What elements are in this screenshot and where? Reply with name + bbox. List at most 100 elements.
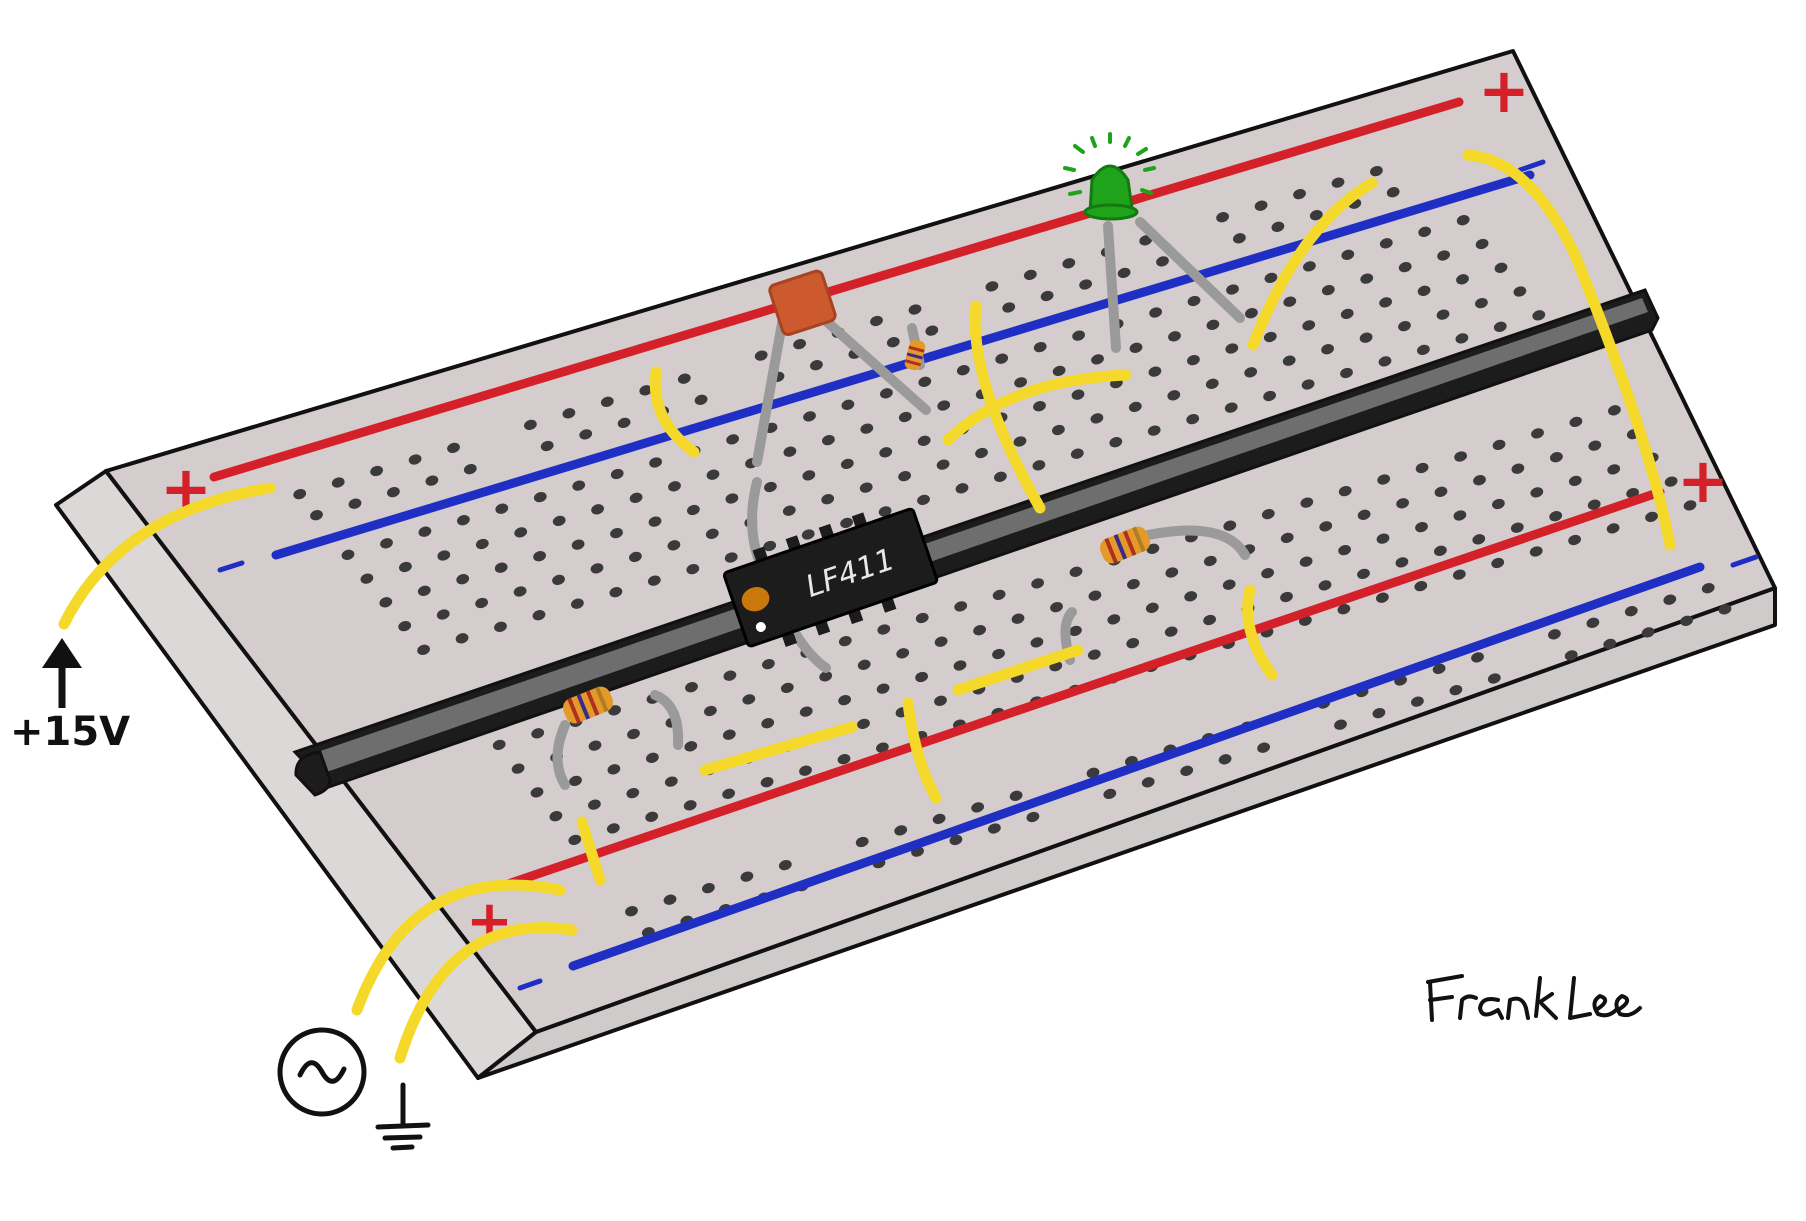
breadboard-hole (531, 728, 545, 739)
breadboard-hole (876, 742, 889, 753)
breadboard-hole (456, 574, 470, 585)
breadboard-hole (1491, 557, 1505, 569)
breadboard-hole (1414, 580, 1428, 592)
breadboard-hole (629, 492, 643, 503)
breadboard-hole (870, 315, 883, 327)
breadboard-hole (1009, 790, 1023, 801)
breadboard-hole (799, 765, 812, 776)
breadboard-hole (1167, 390, 1181, 401)
breadboard-hole (1531, 428, 1544, 439)
breadboard-hole (783, 446, 797, 457)
breadboard-hole (1415, 462, 1429, 474)
breadboard-hole (495, 503, 509, 514)
breadboard-hole (838, 635, 852, 647)
breadboard-hole (1437, 250, 1450, 261)
breadboard-hole (387, 486, 400, 498)
breadboard-hole (1293, 188, 1306, 200)
breadboard-hole (1452, 569, 1466, 580)
breadboard-hole (937, 400, 951, 411)
breadboard-hole (915, 671, 928, 683)
breadboard-hole (705, 528, 719, 539)
breadboard-hole (1549, 511, 1563, 522)
breadboard-hole (802, 470, 816, 481)
breadboard-hole (348, 498, 362, 509)
breadboard-hole (1263, 331, 1277, 343)
breadboard-hole (925, 325, 939, 336)
breadboard-hole (1569, 416, 1583, 428)
breadboard-hole (723, 670, 737, 681)
breadboard-hole (1186, 413, 1200, 425)
breadboard-hole (1263, 390, 1276, 402)
breadboard-hole (511, 763, 525, 774)
breadboard-hole (1225, 343, 1239, 354)
breadboard-hole (1264, 272, 1278, 284)
breadboard-hole (1180, 765, 1194, 776)
breadboard-hole (331, 477, 345, 488)
breadboard-hole (1254, 200, 1268, 211)
breadboard-hole (954, 601, 968, 612)
breadboard-hole (896, 648, 910, 659)
breadboard-hole (1318, 580, 1332, 591)
breadboard-hole (447, 442, 460, 454)
breadboard-hole (1127, 578, 1140, 590)
breadboard-hole (608, 705, 621, 716)
breadboard-hole (1280, 532, 1294, 544)
breadboard-hole (1568, 475, 1582, 487)
breadboard-hole (740, 871, 754, 882)
ac-wire-2 (394, 922, 578, 1064)
breadboard-hole (1303, 261, 1316, 272)
breadboard-hole (1126, 637, 1140, 649)
breadboard-hole (1072, 330, 1085, 341)
breadboard-hole (859, 482, 873, 493)
breadboard-hole (837, 754, 851, 765)
breadboard-hole (973, 625, 986, 636)
breadboard-hole (1487, 673, 1501, 684)
breadboard-hole (1475, 297, 1488, 309)
breadboard-hole (513, 586, 527, 597)
breadboard-hole (1090, 413, 1104, 424)
breadboard-hole (932, 813, 946, 825)
top-left-minus-marker (217, 560, 245, 573)
breadboard-hole (475, 597, 488, 609)
top-negative-rail (271, 170, 1535, 560)
breadboard-hole (1475, 238, 1489, 250)
breadboard-hole (917, 494, 930, 506)
breadboard-hole (1492, 439, 1506, 451)
breadboard-hole (1417, 285, 1431, 296)
breadboard-hole (1128, 401, 1142, 413)
breadboard-hole (1271, 221, 1285, 232)
breadboard-hole (704, 705, 717, 717)
breadboard-hole (1224, 402, 1238, 413)
breadboard-hole (341, 549, 355, 560)
breadboard-hole (1280, 591, 1293, 603)
breadboard-hole (1149, 307, 1162, 318)
breadboard-hole (1664, 476, 1678, 487)
breadboard-hole (1040, 290, 1054, 302)
breadboard-hole (1164, 626, 1178, 637)
top-right-minus-marker (1517, 159, 1546, 173)
breadboard-hole (803, 411, 816, 422)
breadboard-hole (1455, 333, 1469, 344)
breadboard-hole (1070, 448, 1084, 459)
breadboard-hole (878, 506, 892, 517)
breadboard-hole (1338, 544, 1351, 556)
breadboard-hole (760, 777, 774, 788)
breadboard-hole (617, 417, 631, 429)
breadboard-hole (1493, 321, 1507, 332)
led (1063, 132, 1156, 221)
breadboard-hole (724, 552, 738, 563)
breadboard-hole (1510, 522, 1524, 533)
breadboard-hole (840, 458, 854, 470)
breadboard-hole (992, 648, 1005, 660)
breadboard-hole (1494, 262, 1508, 273)
breadboard-hole (702, 882, 715, 894)
breadboard-hole (761, 718, 775, 729)
breadboard-hole (1396, 498, 1409, 509)
breadboard-hole (1086, 767, 1100, 778)
breadboard-hole (609, 587, 623, 598)
breadboard-hole (532, 610, 546, 621)
breadboard-hole (627, 728, 640, 740)
breadboard-hole (1449, 684, 1463, 696)
resistor-bottom-left (562, 686, 614, 724)
breadboard-hole (463, 463, 477, 475)
